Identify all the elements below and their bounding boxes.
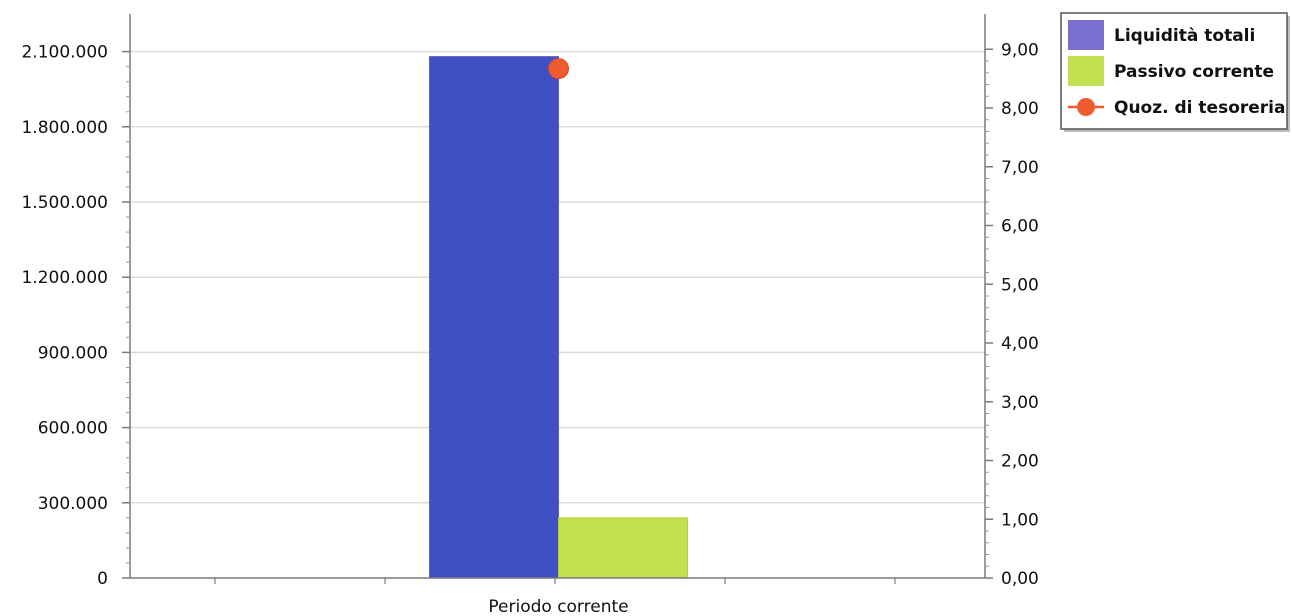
y-right-tick-label: 8,00	[1001, 99, 1039, 119]
y-right-tick-label: 6,00	[1001, 217, 1039, 237]
legend: Liquidità totali Passivo corrente Quoz. di…	[1060, 12, 1290, 132]
y-right-tick-label: 1,00	[1001, 510, 1039, 530]
y-left-tick-label: 900.000	[38, 343, 108, 363]
y-right-tick-label: 5,00	[1001, 275, 1039, 295]
y-right-tick-label: 2,00	[1001, 452, 1039, 472]
legend-swatch-liquidit-totali	[1068, 20, 1104, 50]
y-left-tick-label: 300.000	[38, 494, 108, 514]
legend-label-passivo-corrente: Passivo corrente	[1114, 62, 1274, 82]
legend-marker-quoz-di-tesoreria	[1077, 98, 1095, 116]
bar-liquidit-totali	[429, 56, 559, 579]
category-label: Periodo corrente	[488, 597, 628, 616]
y-right-tick-label: 0,00	[1001, 569, 1039, 589]
line-series	[548, 58, 569, 80]
point-quoz-di-tesoreria	[548, 58, 569, 80]
bar-passivo-corrente	[558, 517, 688, 579]
y-left-tick-label: 2.100.000	[21, 43, 108, 63]
y-left-tick-label: 1.500.000	[21, 193, 108, 213]
y-right-tick-label: 9,00	[1001, 40, 1039, 60]
y-left-tick-label: 1.200.000	[21, 268, 108, 288]
y-right-tick-label: 3,00	[1001, 393, 1039, 413]
y-right-tick-label: 7,00	[1001, 158, 1039, 178]
y-right-tick-label: 4,00	[1001, 334, 1039, 354]
bars	[429, 56, 688, 579]
legend-swatch-passivo-corrente	[1068, 56, 1104, 86]
y-left-tick-label: 1.800.000	[21, 118, 108, 138]
tick-labels: Periodo corrente 0 300.000 600.000 900.000 1.…	[21, 40, 1038, 616]
y-left-tick-label: 600.000	[38, 419, 108, 439]
legend-label-quoz-di-tesoreria: Quoz. di tesoreria	[1114, 98, 1285, 118]
legend-label-liquidit-totali: Liquidità totali	[1114, 26, 1255, 46]
axes	[122, 14, 993, 584]
y-left-tick-label: 0	[97, 569, 108, 589]
